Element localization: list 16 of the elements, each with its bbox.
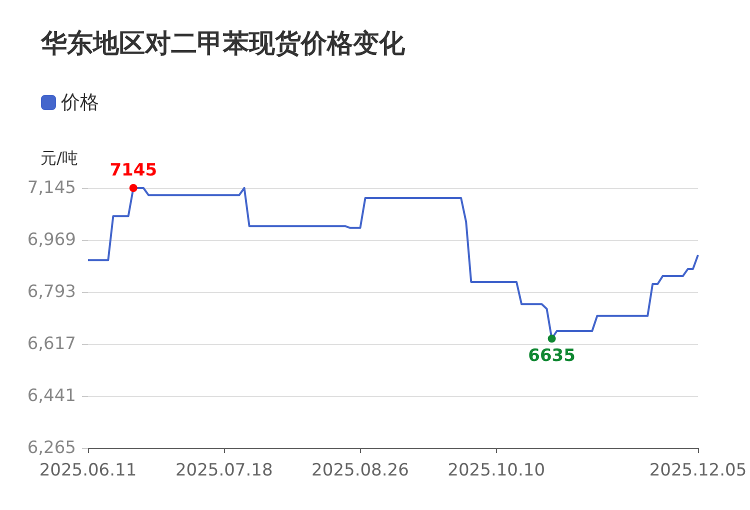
chart-title: 华东地区对二甲苯现货价格变化	[40, 29, 406, 59]
x-tick-label: 2025.10.10	[448, 460, 546, 480]
y-tick-label: 6,793	[27, 282, 76, 302]
y-tick-label: 6,441	[27, 386, 76, 406]
x-tick-label: 2025.06.11	[39, 460, 137, 480]
x-tick-label: 2025.08.26	[312, 460, 409, 480]
y-tick-label: 6,969	[27, 230, 76, 250]
y-tick-label: 6,617	[27, 334, 76, 354]
data-label: 7145	[110, 160, 158, 180]
data-label: 6635	[528, 346, 576, 366]
y-axis-title: 元/吨	[40, 148, 78, 168]
x-tick-label: 2025.07.18	[175, 460, 273, 480]
y-tick-label: 6,265	[27, 438, 76, 458]
x-tick-label: 2025.12.05	[649, 460, 747, 480]
legend-label: 价格	[60, 92, 99, 114]
y-tick-label: 7,145	[27, 178, 76, 198]
